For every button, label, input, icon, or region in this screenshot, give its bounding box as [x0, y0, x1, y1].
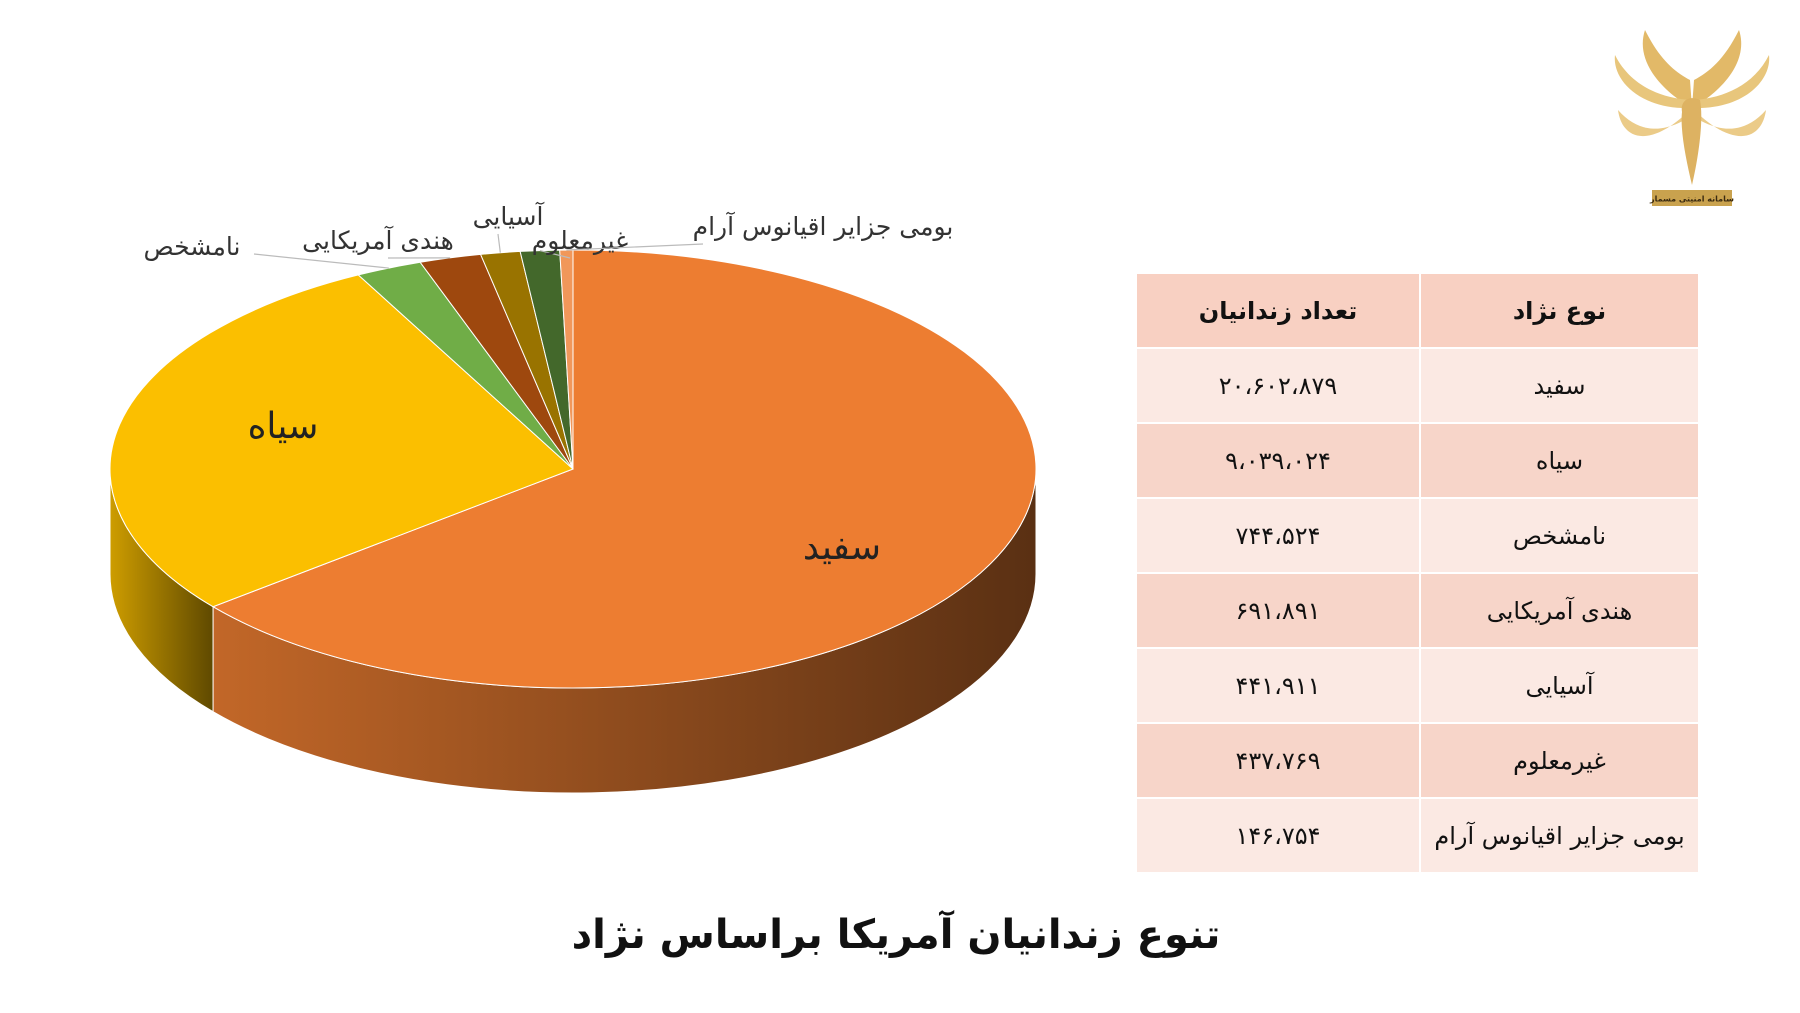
logo: سامانه امنیتی مسمار — [1614, 30, 1770, 206]
slice-label: بومی جزایر اقیانوس آرام — [693, 211, 954, 241]
table-header: نوع نژاد — [1419, 274, 1698, 347]
slice-label: آسیایی — [473, 201, 545, 231]
count-cell: ۴۴۱،۹۱۱ — [1137, 649, 1419, 722]
pie-slice — [109, 274, 574, 608]
table-row: سفید ۲۰،۶۰۲،۸۷۹ — [1137, 349, 1698, 424]
slice-label: سفید — [803, 527, 881, 568]
table-row: غیرمعلوم ۴۳۷،۷۶۹ — [1137, 724, 1698, 799]
count-cell: ۲۰،۶۰۲،۸۷۹ — [1137, 349, 1419, 422]
logo-wing — [1692, 30, 1742, 108]
logo-wing — [1618, 108, 1692, 137]
race-cell: آسیایی — [1419, 649, 1698, 722]
race-cell: سفید — [1419, 349, 1698, 422]
table-row: سیاه ۹،۰۳۹،۰۲۴ — [1137, 424, 1698, 499]
table-row: نامشخص ۷۴۴،۵۲۴ — [1137, 499, 1698, 574]
table-header: تعداد زندانیان — [1137, 274, 1419, 347]
logo-body — [1681, 98, 1702, 185]
logo-wing — [1692, 108, 1766, 137]
leader-line — [253, 253, 389, 269]
count-cell: ۱۴۶،۷۵۴ — [1137, 799, 1419, 872]
race-cell: بومی جزایر اقیانوس آرام — [1419, 799, 1698, 872]
pie-slice — [211, 249, 1037, 689]
logo-banner — [1652, 190, 1732, 206]
race-cell: سیاه — [1419, 424, 1698, 497]
chart-title: تنوع زندانیان آمریکا براساس نژاد — [571, 912, 1221, 958]
race-cell: غیرمعلوم — [1419, 724, 1698, 797]
count-cell: ۴۳۷،۷۶۹ — [1137, 724, 1419, 797]
race-cell: نامشخص — [1419, 499, 1698, 572]
table-row: بومی جزایر اقیانوس آرام ۱۴۶،۷۵۴ — [1137, 799, 1698, 874]
slice-label: غیرمعلوم — [532, 226, 629, 255]
race-cell: هندی آمریکایی — [1419, 574, 1698, 647]
slice-label: نامشخص — [143, 232, 240, 261]
leader-line — [539, 249, 571, 259]
leader-line — [497, 233, 501, 253]
data-table: نوع نژاد تعداد زندانیان سفید ۲۰،۶۰۲،۸۷۹ سی… — [1137, 274, 1698, 874]
count-cell: ۹،۰۳۹،۰۲۴ — [1137, 424, 1419, 497]
slice-label: سیاه — [248, 406, 319, 447]
table-header-row: نوع نژاد تعداد زندانیان — [1137, 274, 1698, 349]
leader-line — [566, 243, 704, 251]
count-cell: ۶۹۱،۸۹۱ — [1137, 574, 1419, 647]
logo-text: سامانه امنیتی مسمار — [1649, 195, 1734, 204]
table-row: هندی آمریکایی ۶۹۱،۸۹۱ — [1137, 574, 1698, 649]
table-row: آسیایی ۴۴۱،۹۱۱ — [1137, 649, 1698, 724]
slice-label: هندی آمریکایی — [302, 225, 454, 255]
count-cell: ۷۴۴،۵۲۴ — [1137, 499, 1419, 572]
logo-wing — [1642, 30, 1692, 108]
